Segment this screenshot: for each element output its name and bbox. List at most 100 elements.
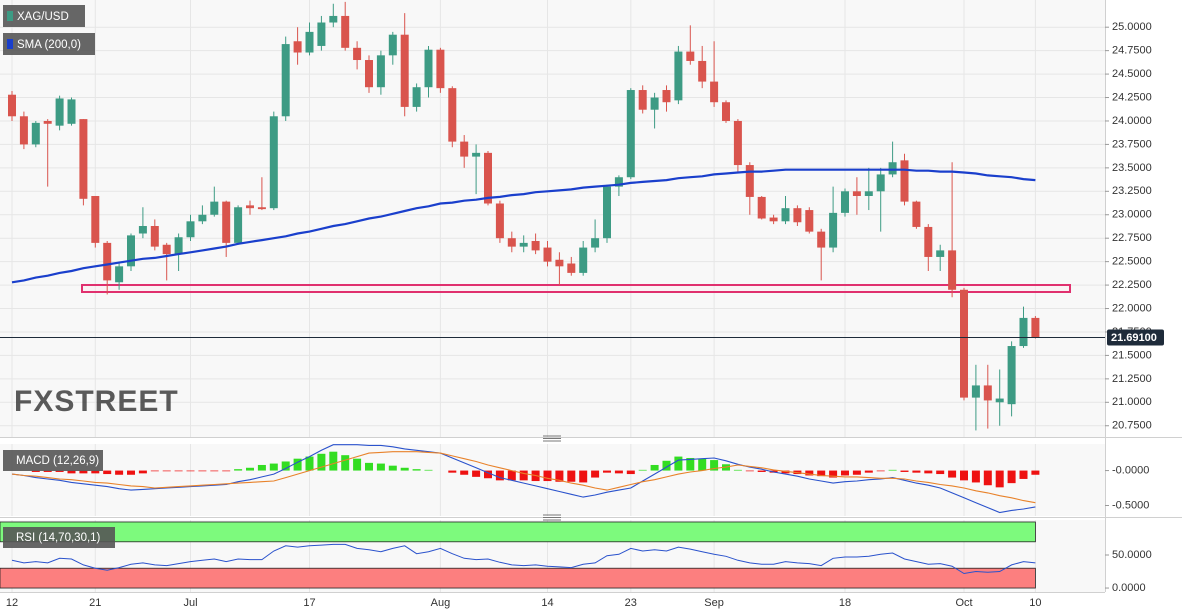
macd-histogram-bar xyxy=(317,453,326,471)
candle-body xyxy=(793,208,802,223)
macd-histogram-bar xyxy=(495,470,504,481)
candle-body xyxy=(626,90,635,178)
macd-histogram-bar xyxy=(138,470,147,474)
macd-histogram-bar xyxy=(805,470,814,476)
candle-body xyxy=(745,165,754,197)
macd-histogram-bar xyxy=(67,470,76,474)
candle-body xyxy=(698,60,707,82)
y-tick-label: 21.0000 xyxy=(1112,396,1152,408)
y-tick-label: 24.2500 xyxy=(1112,91,1152,103)
resize-handle[interactable] xyxy=(543,435,561,442)
macd-histogram-bar xyxy=(638,469,647,471)
candle-body xyxy=(531,241,540,251)
macd-histogram-bar xyxy=(115,470,124,475)
y-tick-label: 21.2500 xyxy=(1112,373,1152,385)
x-tick-label: Oct xyxy=(955,597,972,609)
macd-histogram-bar xyxy=(567,470,576,482)
candle-body xyxy=(1019,317,1028,347)
macd-histogram-bar xyxy=(43,470,52,472)
sma-line xyxy=(11,168,1036,284)
candle-body xyxy=(162,244,171,255)
candle-body xyxy=(555,259,564,267)
candle-body xyxy=(222,201,231,243)
macd-histogram-bar xyxy=(733,469,742,471)
y-tick-label: 22.0000 xyxy=(1112,302,1152,314)
macd-histogram-bar xyxy=(376,463,385,471)
candle-body xyxy=(829,212,838,248)
y-tick-label: 20.7500 xyxy=(1112,420,1152,432)
macd-histogram-bar xyxy=(948,470,957,478)
macd-histogram-bar xyxy=(472,470,481,477)
candle-body xyxy=(733,120,742,166)
candle-body xyxy=(817,231,826,248)
candle-body xyxy=(31,122,40,145)
macd-histogram-bar xyxy=(55,470,64,472)
candle-body xyxy=(448,88,457,142)
candle-body xyxy=(305,31,314,53)
candle-body xyxy=(436,49,445,89)
macd-histogram-bar xyxy=(757,470,766,472)
candle-body xyxy=(722,102,730,121)
macd-histogram-bar xyxy=(603,470,611,473)
y-tick-label: 23.7500 xyxy=(1112,138,1152,150)
macd-histogram-bar xyxy=(79,470,88,474)
macd-histogram-bar xyxy=(293,458,302,471)
y-tick-label: 24.7500 xyxy=(1112,45,1152,57)
candle-body xyxy=(519,242,528,247)
axes: 12 21 Jul 17 Aug 14 23 Sep 18 Oct 10 20.7500 21.0000… xyxy=(6,21,1164,609)
candle-body xyxy=(852,191,861,196)
macd-histogram-bar xyxy=(365,462,373,471)
macd-histogram-bar xyxy=(186,470,195,472)
macd-histogram-bar xyxy=(507,470,516,481)
candle-body xyxy=(317,22,326,46)
legend-label: XAG/USD xyxy=(17,11,69,23)
candle-body xyxy=(912,201,921,227)
candle-body xyxy=(805,210,814,232)
macd-histogram-bar xyxy=(460,470,469,475)
y-tick-label: 25.0000 xyxy=(1112,21,1152,33)
candle-body xyxy=(460,141,469,157)
macd-histogram-bar xyxy=(876,470,885,472)
candle-body xyxy=(971,385,980,398)
candle-body xyxy=(650,97,659,110)
candle-body xyxy=(412,87,421,107)
candle-body xyxy=(103,242,112,281)
x-tick-label: 23 xyxy=(625,597,637,609)
macd-histogram-bar xyxy=(662,460,671,471)
candle-body xyxy=(174,237,183,255)
candle-body xyxy=(936,250,945,257)
macd-histogram-bar xyxy=(591,470,600,478)
macd-histogram-bar xyxy=(745,470,754,472)
macd-histogram-bar xyxy=(674,456,683,471)
candle-body xyxy=(507,238,516,247)
candle-body xyxy=(1007,346,1016,405)
candle-body xyxy=(567,263,576,273)
candle-body xyxy=(8,94,16,117)
candle-body xyxy=(484,152,492,204)
candle-body xyxy=(995,398,1004,403)
candle-body xyxy=(246,205,254,209)
macd-histogram-bar xyxy=(519,470,528,481)
macd-panel xyxy=(0,444,1105,516)
marks xyxy=(0,1,1105,589)
macd-histogram-bar xyxy=(388,465,397,471)
candle-body xyxy=(115,266,124,283)
macd-histogram-bar xyxy=(710,460,719,471)
candle-body xyxy=(269,116,278,209)
macd-histogram-bar xyxy=(424,469,433,471)
candle-body xyxy=(864,191,873,196)
candle-body xyxy=(150,226,159,247)
y-tick-label: 23.5000 xyxy=(1112,162,1152,174)
candle-body xyxy=(353,47,362,61)
candle-body xyxy=(329,15,338,23)
macd-histogram-bar xyxy=(246,467,254,471)
candle-body xyxy=(924,226,933,257)
macd-histogram-bar xyxy=(484,470,492,479)
macd-histogram-bar xyxy=(150,470,159,472)
candle-body xyxy=(876,174,885,192)
rsi-line xyxy=(11,543,1036,575)
resize-handle[interactable] xyxy=(543,514,561,521)
